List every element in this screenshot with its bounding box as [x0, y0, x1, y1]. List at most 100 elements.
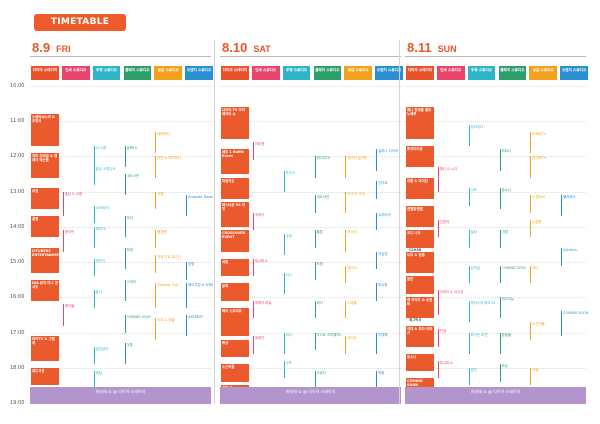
- session-label: 더 스콥: [95, 145, 107, 150]
- session-bar: [252, 212, 254, 231]
- hour-gridline: [405, 332, 586, 334]
- time-label: 17:00: [10, 329, 25, 336]
- session-label: 엠빌: [95, 371, 102, 376]
- session-bar: [376, 371, 378, 389]
- session-bar: [468, 300, 470, 322]
- session-label: 허팝: [157, 191, 164, 196]
- performance-block: 이대 & 투자 이야기: [406, 325, 434, 347]
- session-bar: [314, 195, 316, 213]
- session-bar: [530, 219, 532, 238]
- session-bar: [468, 332, 470, 354]
- session-label: ARTBEAT: [188, 314, 204, 319]
- performance-block: 세트 1 Raffle Event: [221, 149, 249, 175]
- session-label: 소근커플: [532, 321, 545, 326]
- session-bar: [155, 318, 157, 340]
- stage-header: 오렌지 스튜디오: [375, 66, 403, 80]
- session-label: 수정: [285, 233, 292, 238]
- stage-header: 우정 스튜디오: [92, 66, 121, 80]
- hour-gridline: [220, 156, 401, 158]
- hour-gridline: [405, 297, 586, 299]
- hour-gridline: [220, 297, 401, 299]
- session-label: 스피어: [126, 279, 136, 284]
- session-label: 보상: [501, 364, 508, 369]
- session-bar: [561, 311, 563, 337]
- session-bar: [499, 188, 501, 210]
- session-label: 우린: [126, 216, 133, 221]
- session-bar: [314, 262, 316, 280]
- session-label: 안녕: [439, 329, 447, 334]
- session-bar: [499, 364, 501, 382]
- session-bar: [124, 314, 126, 333]
- session-bar: [530, 367, 532, 386]
- session-bar: [124, 279, 126, 301]
- session-bar: [499, 332, 501, 354]
- session-bar: [93, 258, 95, 277]
- session-label: 노잼봇: [532, 219, 542, 224]
- session-bar: [155, 191, 157, 210]
- session-bar: [561, 195, 563, 217]
- hour-gridline: [405, 191, 586, 193]
- performance-block: 테스터훈 VS 마멋: [221, 202, 249, 227]
- session-label: 불러바다: [563, 195, 576, 200]
- session-bar: [437, 290, 439, 315]
- time-label: 12:00: [10, 153, 25, 160]
- hour-gridline: [220, 262, 401, 264]
- session-label: COMING SOON: [501, 265, 527, 270]
- session-label: 웨이크업 & 쏘렌비: [188, 283, 213, 288]
- performance-block: 제니 한국롤 콜리 노래뿌: [406, 107, 434, 139]
- hour-gridline: [30, 86, 211, 87]
- session-label: 라이프TV: [532, 156, 547, 161]
- stage-header: 다이아 스테이지: [221, 66, 249, 80]
- hour-gridline: [220, 121, 401, 123]
- day-weekday: SUN: [437, 44, 457, 54]
- session-bar: [499, 149, 501, 171]
- hour-gridline: [220, 332, 401, 334]
- session-bar: [155, 230, 157, 249]
- session-bar: [283, 233, 285, 256]
- hour-gridline: [30, 367, 211, 369]
- session-label: 소프: [285, 360, 292, 365]
- session-bar: [124, 216, 126, 238]
- day-separator: [214, 40, 215, 404]
- session-bar: [345, 191, 347, 213]
- time-label: 19:00: [10, 400, 25, 406]
- session-bar: [93, 205, 95, 224]
- session-label: 물론: [316, 230, 323, 235]
- hour-gridline: [220, 367, 401, 369]
- session-label: COMING SOON: [126, 314, 152, 319]
- performance-block: 엔젤링엔젤: [406, 205, 434, 227]
- time-label: 16:00: [10, 294, 25, 301]
- session-bar: [252, 336, 254, 354]
- session-label: 보겸: [126, 248, 133, 253]
- session-bar: [345, 156, 347, 178]
- day-weekday: FRI: [56, 44, 71, 54]
- session-label: 애니지TV: [316, 156, 331, 161]
- session-bar: [345, 336, 347, 354]
- session-label: 대도서관: [126, 174, 139, 179]
- stage-header: 공감 스튜디오: [529, 66, 558, 80]
- day-header: 8.10 SAT: [222, 40, 271, 55]
- session-bar: [62, 191, 64, 217]
- session-bar: [530, 195, 532, 213]
- session-label: 아톡: [126, 343, 133, 348]
- session-bar: [124, 174, 126, 196]
- session-label: 아임띵: [378, 251, 388, 256]
- hour-gridline: [30, 191, 211, 193]
- session-bar: [376, 181, 378, 199]
- hour-gridline: [405, 226, 586, 228]
- session-bar: [468, 124, 470, 146]
- session-bar: [561, 248, 563, 266]
- session-label: COMING SOON: [563, 311, 588, 316]
- stage-header: 다이아 스테이지: [406, 66, 434, 80]
- performance-block: 소근커플: [221, 364, 249, 382]
- session-label: 에이블: [64, 304, 75, 309]
- session-bar: [437, 167, 439, 192]
- day-date: 8.10: [222, 40, 248, 55]
- stage-header: 플레이 스튜디오: [313, 66, 342, 80]
- session-label: 뮤쇼나: [501, 188, 511, 193]
- stage-header: 공감 스튜디오: [344, 66, 373, 80]
- performance-block: 왜 라이즈 & 쏘렌비: [406, 297, 434, 319]
- session-bar: [155, 131, 157, 153]
- day-underline: [405, 56, 586, 57]
- session-bar: [186, 195, 188, 217]
